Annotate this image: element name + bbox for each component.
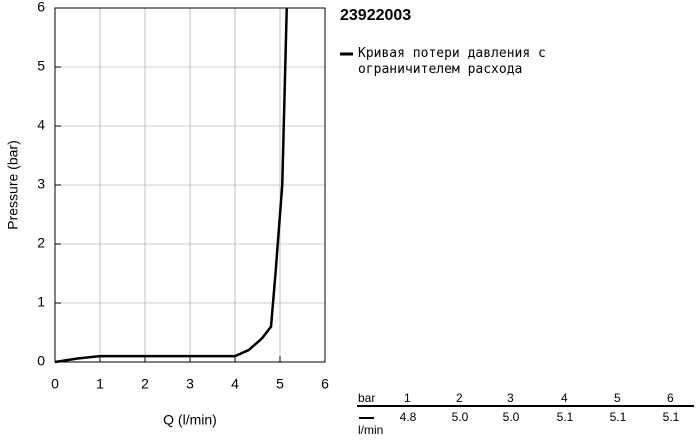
table-row-label: l/min — [358, 423, 383, 437]
y-axis-label: Pressure (bar) — [5, 140, 21, 229]
x-tick-label: 1 — [96, 376, 104, 392]
table-cell: 5.1 — [610, 410, 627, 424]
data-line — [54, 7, 288, 364]
table-header: 5 — [614, 391, 621, 405]
table-header: 6 — [667, 391, 674, 405]
table-header: 4 — [561, 391, 568, 405]
y-tick-label: 5 — [37, 58, 45, 74]
table-cell: 5.1 — [557, 410, 574, 424]
table-header: 1 — [404, 391, 411, 405]
x-tick-label: 2 — [141, 376, 149, 392]
y-tick-label: 2 — [37, 235, 45, 251]
x-tick-label: 3 — [186, 376, 194, 392]
table-header-label: bar — [358, 391, 375, 405]
y-tick-label: 0 — [37, 353, 45, 369]
x-tick-label: 0 — [51, 376, 59, 392]
plot-frame — [54, 7, 326, 363]
table-cell: 5.1 — [663, 410, 680, 424]
y-tick-label: 4 — [37, 117, 45, 133]
x-tick-label: 6 — [321, 376, 329, 392]
legend-label: Кривая потери давления с ограничителем р… — [358, 46, 546, 77]
x-axis-label: Q (l/min) — [163, 412, 217, 428]
y-tick-label: 3 — [37, 176, 45, 192]
x-tick-label: 5 — [276, 376, 284, 392]
y-tick-label: 6 — [37, 0, 45, 15]
chart-title: 23922003 — [340, 7, 411, 24]
table-cell: 5.0 — [503, 410, 520, 424]
table-cell: 5.0 — [452, 410, 469, 424]
x-tick-label: 4 — [231, 376, 239, 392]
y-tick-label: 1 — [37, 294, 45, 310]
table-header: 2 — [456, 391, 463, 405]
table-cell: 4.8 — [400, 410, 417, 424]
table-header: 3 — [507, 391, 514, 405]
